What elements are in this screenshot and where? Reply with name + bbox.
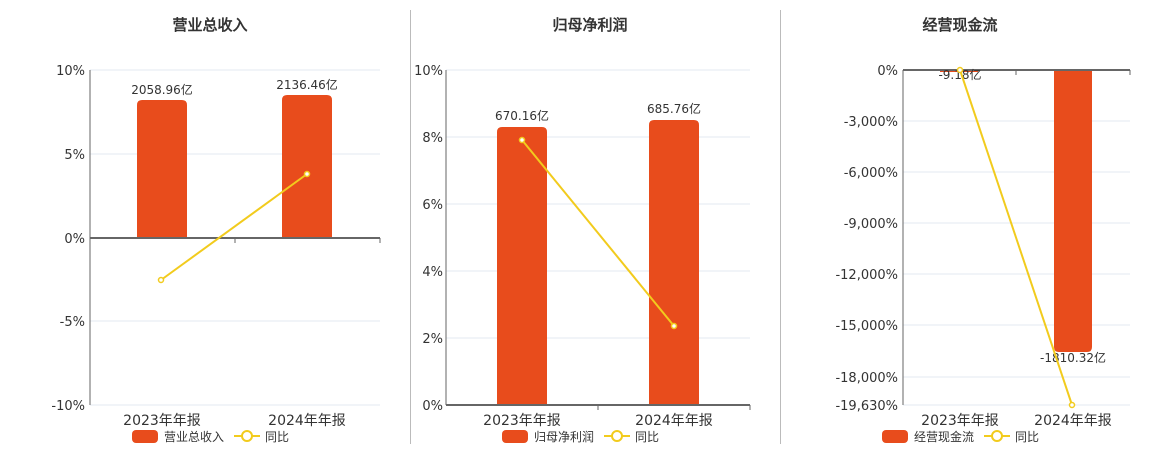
svg-text:2058.96亿: 2058.96亿: [131, 82, 193, 97]
svg-text:10%: 10%: [414, 64, 443, 79]
legend[interactable]: 归母净利润 同比: [502, 427, 659, 445]
line-legend-icon: [604, 430, 631, 442]
bar: [1054, 70, 1092, 352]
svg-text:-12,000%: -12,000%: [835, 268, 898, 283]
chart-title: 营业总收入: [172, 16, 248, 34]
svg-text:-5%: -5%: [60, 315, 85, 330]
svg-text:-1810.32亿: -1810.32亿: [1040, 350, 1106, 365]
svg-text:-6,000%: -6,000%: [844, 166, 898, 181]
svg-text:2136.46亿: 2136.46亿: [276, 77, 338, 92]
svg-text:-15,000%: -15,000%: [835, 319, 898, 334]
svg-text:2023年年报: 2023年年报: [921, 413, 999, 429]
bar: [282, 95, 332, 238]
svg-text:2024年年报: 2024年年报: [1034, 413, 1112, 429]
svg-text:0%: 0%: [422, 399, 443, 414]
divider: [410, 10, 411, 444]
svg-text:-19,630%: -19,630%: [835, 399, 898, 414]
svg-text:2024年年报: 2024年年报: [635, 413, 713, 429]
chart-panel-revenue: 营业总收入 10% 5% 0% -5% -10% 2058.96亿 2136.4…: [0, 0, 400, 450]
svg-text:2024年年报: 2024年年报: [268, 413, 346, 429]
svg-text:0%: 0%: [64, 232, 85, 247]
divider: [780, 10, 781, 444]
svg-text:-9,000%: -9,000%: [844, 217, 898, 232]
bar-legend-swatch: [882, 429, 908, 443]
bar-legend-swatch: [502, 429, 528, 443]
svg-text:2023年年报: 2023年年报: [123, 413, 201, 429]
svg-text:2023年年报: 2023年年报: [483, 413, 561, 429]
bar: [137, 100, 187, 238]
line-legend-icon: [234, 430, 261, 442]
svg-text:4%: 4%: [422, 265, 443, 280]
chart-title: 归母净利润: [552, 16, 628, 34]
svg-text:-3,000%: -3,000%: [844, 115, 898, 130]
svg-text:5%: 5%: [64, 148, 85, 163]
chart-panel-operating-cash-flow: 经营现金流 0% -3,000% -6,000% -9,000% -12,000…: [780, 0, 1160, 450]
svg-text:2%: 2%: [422, 332, 443, 347]
svg-text:-10%: -10%: [51, 399, 85, 414]
legend[interactable]: 经营现金流 同比: [882, 427, 1039, 445]
svg-text:10%: 10%: [56, 64, 85, 79]
cash-flow-chart: 0% -3,000% -6,000% -9,000% -12,000% -15,…: [835, 64, 1131, 429]
svg-text:6%: 6%: [422, 198, 443, 213]
legend[interactable]: 营业总收入 同比: [132, 427, 289, 445]
revenue-chart: 10% 5% 0% -5% -10% 2058.96亿 2136.46亿 202…: [51, 64, 381, 429]
svg-text:0%: 0%: [877, 64, 898, 79]
svg-text:8%: 8%: [422, 131, 443, 146]
line-legend-icon: [984, 430, 1011, 442]
svg-text:-18,000%: -18,000%: [835, 371, 898, 386]
bar-legend-swatch: [132, 429, 158, 443]
net-profit-chart: 10% 8% 6% 4% 2% 0% 670.16亿 685.76亿 2023年…: [414, 64, 751, 429]
svg-text:670.16亿: 670.16亿: [495, 108, 549, 123]
bar: [497, 127, 547, 405]
svg-text:685.76亿: 685.76亿: [647, 101, 701, 116]
svg-text:-9.18亿: -9.18亿: [938, 67, 981, 82]
chart-title: 经营现金流: [922, 16, 998, 34]
chart-panel-net-profit: 归母净利润 10% 8% 6% 4% 2% 0% 670.16亿 685.76亿…: [400, 0, 780, 450]
bar: [649, 120, 699, 405]
